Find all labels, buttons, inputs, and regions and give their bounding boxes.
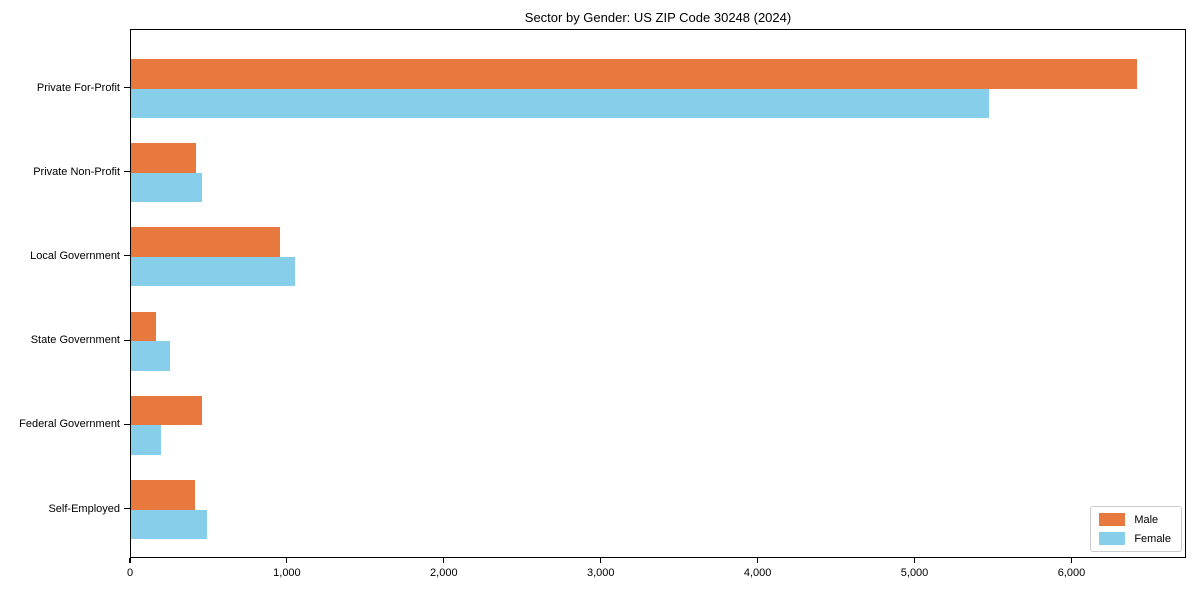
y-tick-label: Private Non-Profit bbox=[33, 165, 120, 178]
x-axis-tick bbox=[286, 558, 288, 563]
bar-female-state-government bbox=[131, 341, 171, 371]
legend-label-male: Male bbox=[1134, 513, 1159, 526]
y-axis-tick bbox=[124, 255, 130, 257]
y-tick-label: Local Government bbox=[30, 249, 120, 262]
bar-male-federal-government bbox=[131, 395, 202, 426]
legend-swatch-female-icon bbox=[1099, 532, 1126, 545]
x-axis-tick bbox=[1070, 558, 1073, 563]
y-axis-tick bbox=[124, 171, 130, 173]
x-tick-label: 4,000 bbox=[743, 567, 772, 579]
legend-entry-male: Male bbox=[1099, 513, 1171, 526]
y-axis-tick bbox=[124, 339, 130, 341]
y-axis-tick bbox=[124, 86, 130, 89]
legend-label-female: Female bbox=[1134, 532, 1171, 545]
bar-male-local-government bbox=[131, 227, 281, 257]
y-axis-tick bbox=[124, 507, 130, 510]
bar-female-federal-government bbox=[131, 425, 161, 455]
legend: Male Female bbox=[1090, 506, 1182, 552]
y-tick-label: Federal Government bbox=[19, 418, 120, 431]
x-tick-label: 2,000 bbox=[430, 567, 458, 579]
bar-female-private-for-profit bbox=[131, 88, 990, 118]
bar-female-private-non-profit bbox=[131, 172, 202, 203]
chart-title: Sector by Gender: US ZIP Code 30248 (202… bbox=[524, 10, 792, 25]
bar-female-local-government bbox=[131, 256, 295, 287]
x-axis-tick bbox=[443, 558, 445, 563]
bar-male-self-employed bbox=[131, 480, 196, 510]
bar-male-private-non-profit bbox=[131, 143, 197, 173]
bar-female-self-employed bbox=[131, 509, 208, 539]
x-tick-label: 3,000 bbox=[586, 567, 615, 579]
plot-area: Male Female bbox=[130, 29, 1186, 558]
legend-entry-female: Female bbox=[1099, 532, 1171, 545]
x-tick-label: 0 bbox=[126, 567, 134, 579]
x-tick-label: 6,000 bbox=[1057, 567, 1086, 579]
bar-male-state-government bbox=[131, 311, 157, 342]
y-tick-label: Self-Employed bbox=[48, 502, 120, 515]
x-axis-tick bbox=[913, 558, 916, 563]
x-axis-tick bbox=[600, 558, 602, 563]
x-tick-label: 5,000 bbox=[900, 567, 929, 579]
bar-male-private-for-profit bbox=[131, 59, 1137, 89]
x-axis-tick bbox=[757, 558, 759, 563]
y-axis-tick bbox=[124, 423, 130, 425]
y-tick-label: Private For-Profit bbox=[36, 81, 120, 94]
x-axis-tick bbox=[129, 558, 131, 563]
y-tick-label: State Government bbox=[30, 334, 120, 347]
x-tick-label: 1,000 bbox=[273, 567, 301, 579]
legend-swatch-male-icon bbox=[1099, 513, 1126, 526]
